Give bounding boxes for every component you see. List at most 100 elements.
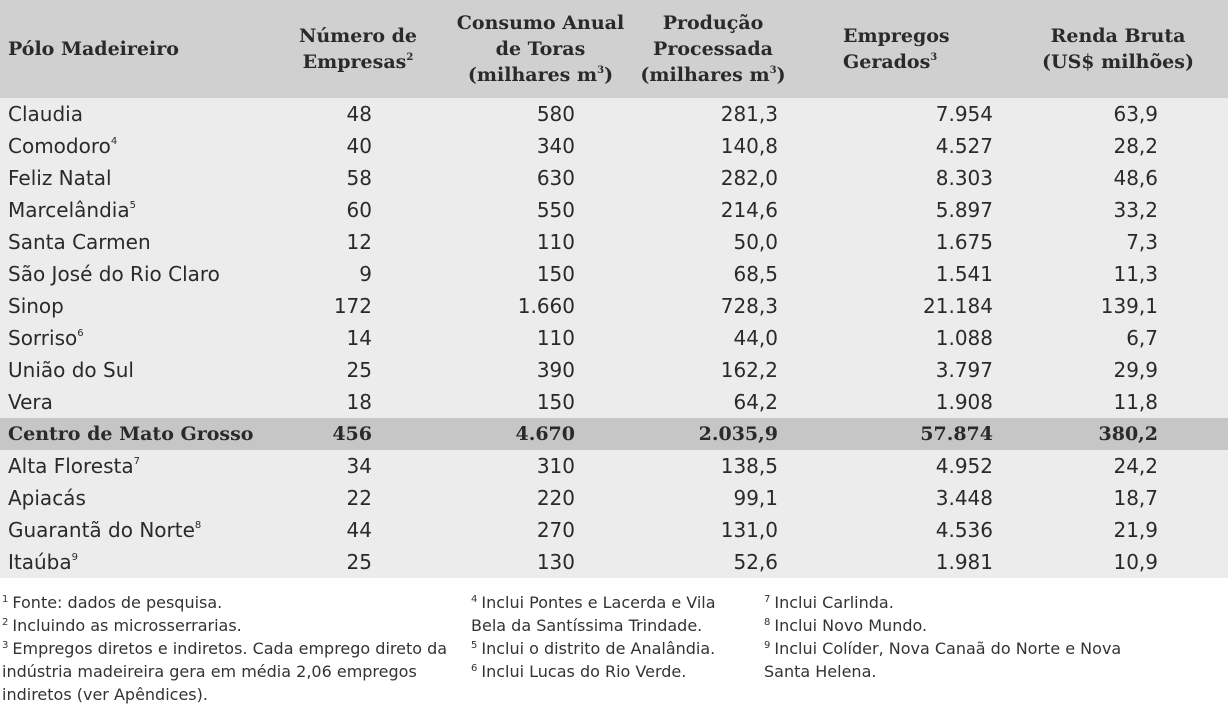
cell-polo: Comodoro4	[8, 134, 118, 158]
cell-producao: 162,2	[720, 358, 778, 382]
cell-renda: 11,8	[1113, 390, 1158, 414]
table-row: Guarantã do Norte8 44 270 131,0 4.536 21,9	[0, 514, 1228, 546]
footnote-column-2: 4 Inclui Pontes e Lacerda e Vila Bela da …	[471, 591, 751, 683]
table-row: Marcelândia5 60 550 214,6 5.897 33,2	[0, 194, 1228, 226]
cell-renda: 10,9	[1113, 550, 1158, 574]
timber-hub-table: Pólo Madeireiro Número de Empresas2 Consu…	[0, 0, 1228, 578]
cell-consumo: 220	[536, 486, 575, 510]
cell-empresas: 58	[346, 166, 372, 190]
footnote-8: 8 Inclui Novo Mundo.	[764, 616, 928, 635]
cell-empregos: 57.874	[920, 423, 993, 445]
cell-empregos: 5.897	[935, 198, 993, 222]
header-producao: Produção Processada (milhares m3)	[640, 12, 786, 86]
footnote-4: 4 Inclui Pontes e Lacerda e Vila Bela da …	[471, 593, 716, 635]
cell-empregos: 4.536	[935, 518, 993, 542]
header-row: Pólo Madeireiro Número de Empresas2 Consu…	[0, 0, 1228, 98]
cell-empresas: 14	[346, 326, 372, 350]
cell-polo: Centro de Mato Grosso	[8, 423, 254, 445]
cell-producao: 140,8	[720, 134, 778, 158]
cell-renda: 6,7	[1126, 326, 1158, 350]
cell-renda: 21,9	[1113, 518, 1158, 542]
cell-consumo: 4.670	[515, 423, 576, 445]
cell-polo: Apiacás	[8, 486, 86, 510]
footnote-9: 9 Inclui Colíder, Nova Canaã do Norte e N…	[764, 639, 1122, 681]
cell-consumo: 630	[536, 166, 575, 190]
cell-polo: Santa Carmen	[8, 230, 151, 254]
cell-renda: 29,9	[1113, 358, 1158, 382]
footnote-column-3: 7 Inclui Carlinda. 8 Inclui Novo Mundo. 9 Inc…	[764, 591, 1124, 683]
table-header: Pólo Madeireiro Número de Empresas2 Consu…	[0, 0, 1228, 98]
table-row: Apiacás 22 220 99,1 3.448 18,7	[0, 482, 1228, 514]
footnote-6: 6 Inclui Lucas do Rio Verde.	[471, 662, 687, 681]
table-row: São José do Rio Claro 9 150 68,5 1.541 11,3	[0, 258, 1228, 290]
table-row: União do Sul 25 390 162,2 3.797 29,9	[0, 354, 1228, 386]
table-row: Sorriso6 14 110 44,0 1.088 6,7	[0, 322, 1228, 354]
header-empregos: Empregos Gerados3	[843, 25, 950, 73]
table-row: Claudia 48 580 281,3 7.954 63,9	[0, 98, 1228, 130]
cell-polo: Marcelândia5	[8, 198, 136, 222]
cell-empresas: 18	[346, 390, 372, 414]
cell-empregos: 4.952	[935, 454, 993, 478]
footnote-5: 5 Inclui o distrito de Analândia.	[471, 639, 716, 658]
cell-polo: Itaúba9	[8, 550, 78, 574]
cell-producao: 138,5	[720, 454, 778, 478]
cell-consumo: 580	[536, 102, 575, 126]
cell-polo: União do Sul	[8, 358, 134, 382]
cell-producao: 131,0	[720, 518, 778, 542]
cell-empregos: 1.088	[935, 326, 993, 350]
cell-renda: 7,3	[1126, 230, 1158, 254]
cell-consumo: 390	[536, 358, 575, 382]
cell-empresas: 22	[346, 486, 372, 510]
cell-polo: Sinop	[8, 294, 64, 318]
cell-empresas: 44	[346, 518, 372, 542]
table-row: Sinop 172 1.660 728,3 21.184 139,1	[0, 290, 1228, 322]
cell-renda: 139,1	[1100, 294, 1158, 318]
footnote-7: 7 Inclui Carlinda.	[764, 593, 894, 612]
footnote-column-1: 1 Fonte: dados de pesquisa. 2 Incluindo as …	[2, 591, 462, 706]
cell-consumo: 340	[536, 134, 575, 158]
cell-polo: Alta Floresta7	[8, 454, 140, 478]
cell-consumo: 110	[536, 230, 575, 254]
cell-renda: 24,2	[1113, 454, 1158, 478]
header-renda: Renda Bruta (US$ milhões)	[1042, 25, 1194, 73]
cell-empresas: 172	[333, 294, 372, 318]
cell-polo: São José do Rio Claro	[8, 262, 220, 286]
cell-consumo: 550	[536, 198, 575, 222]
cell-empregos: 1.908	[935, 390, 993, 414]
cell-consumo: 130	[536, 550, 575, 574]
cell-producao: 68,5	[733, 262, 778, 286]
cell-producao: 214,6	[720, 198, 778, 222]
table-body: Claudia 48 580 281,3 7.954 63,9 Comodoro4 40 340…	[0, 98, 1228, 578]
cell-renda: 28,2	[1113, 134, 1158, 158]
cell-empregos: 1.981	[935, 550, 993, 574]
table-row: Santa Carmen 12 110 50,0 1.675 7,3	[0, 226, 1228, 258]
cell-consumo: 1.660	[517, 294, 575, 318]
cell-producao: 282,0	[720, 166, 778, 190]
cell-empresas: 40	[346, 134, 372, 158]
cell-renda: 63,9	[1113, 102, 1158, 126]
cell-empregos: 7.954	[935, 102, 993, 126]
cell-empresas: 9	[359, 262, 372, 286]
footnote-1: 1 Fonte: dados de pesquisa.	[2, 593, 223, 612]
cell-renda: 18,7	[1113, 486, 1158, 510]
cell-empresas: 34	[346, 454, 372, 478]
cell-consumo: 150	[536, 390, 575, 414]
cell-producao: 64,2	[733, 390, 778, 414]
cell-empresas: 456	[332, 423, 372, 445]
cell-empregos: 8.303	[935, 166, 993, 190]
cell-empresas: 25	[346, 550, 372, 574]
cell-empregos: 3.448	[935, 486, 993, 510]
table-row: Alta Floresta7 34 310 138,5 4.952 24,2	[0, 450, 1228, 482]
cell-producao: 50,0	[733, 230, 778, 254]
cell-polo: Sorriso6	[8, 326, 84, 350]
cell-producao: 44,0	[733, 326, 778, 350]
cell-empregos: 3.797	[935, 358, 993, 382]
cell-empresas: 48	[346, 102, 372, 126]
cell-renda: 380,2	[1098, 423, 1159, 445]
cell-renda: 11,3	[1113, 262, 1158, 286]
cell-consumo: 110	[536, 326, 575, 350]
cell-producao: 2.035,9	[698, 423, 778, 445]
footnote-2: 2 Incluindo as microsserrarias.	[2, 616, 242, 635]
cell-consumo: 150	[536, 262, 575, 286]
